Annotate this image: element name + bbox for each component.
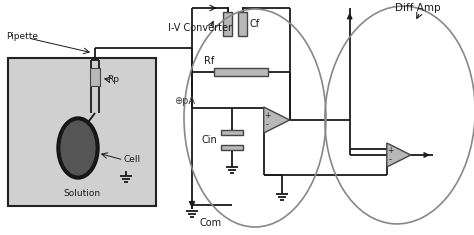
- Bar: [8, 58, 156, 206]
- Ellipse shape: [57, 117, 99, 179]
- Bar: [221, 145, 243, 150]
- Bar: [214, 68, 268, 76]
- Text: Cf: Cf: [249, 19, 259, 29]
- Text: +: +: [264, 111, 270, 120]
- Text: +: +: [387, 146, 393, 155]
- Text: Diff Amp: Diff Amp: [395, 3, 441, 13]
- Polygon shape: [387, 143, 411, 167]
- Text: Pipette: Pipette: [6, 31, 38, 40]
- Text: I-V Converter: I-V Converter: [168, 23, 232, 33]
- Text: Cin: Cin: [201, 135, 217, 145]
- Bar: [90, 68, 100, 86]
- Text: Solution: Solution: [64, 189, 100, 198]
- Text: Rp: Rp: [107, 75, 119, 85]
- Text: -: -: [265, 120, 269, 129]
- Bar: [238, 12, 247, 36]
- Text: ⊕pA: ⊕pA: [174, 96, 195, 106]
- Text: Cell: Cell: [123, 156, 141, 164]
- Bar: [223, 12, 232, 36]
- Bar: [221, 130, 243, 135]
- Text: Com: Com: [200, 218, 222, 228]
- Polygon shape: [264, 107, 290, 133]
- Ellipse shape: [60, 120, 96, 176]
- Text: -: -: [388, 155, 392, 164]
- Text: Rf: Rf: [204, 56, 214, 66]
